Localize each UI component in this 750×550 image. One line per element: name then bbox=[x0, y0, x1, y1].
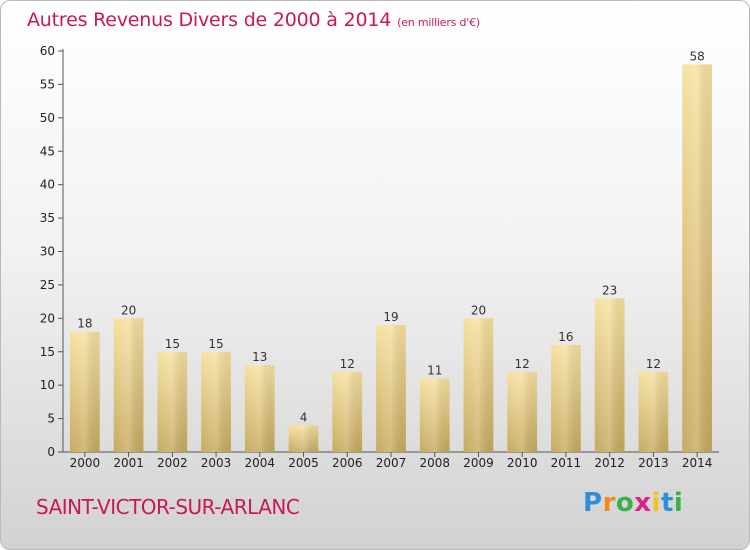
bar-sheen bbox=[288, 425, 319, 452]
bar-sheen bbox=[463, 318, 494, 452]
x-tick-label: 2006 bbox=[332, 456, 363, 470]
data-label: 12 bbox=[646, 357, 661, 371]
chart-title: Autres Revenus Divers de 2000 à 2014 (en … bbox=[27, 9, 480, 31]
bar-sheen bbox=[376, 325, 406, 452]
data-label: 23 bbox=[602, 283, 617, 297]
y-tick-label: 40 bbox=[40, 178, 55, 192]
bar-sheen bbox=[201, 351, 231, 452]
y-tick-label: 25 bbox=[40, 278, 55, 292]
x-tick-label: 2012 bbox=[594, 456, 625, 470]
x-tick-label: 2007 bbox=[376, 456, 407, 470]
data-label: 11 bbox=[427, 363, 442, 377]
bar-sheen bbox=[638, 371, 669, 452]
x-tick-label: 2004 bbox=[245, 456, 276, 470]
x-tick-label: 2011 bbox=[551, 456, 582, 470]
data-label: 20 bbox=[121, 303, 136, 317]
bar-sheen bbox=[551, 345, 581, 452]
data-label: 4 bbox=[300, 410, 308, 424]
y-tick-label: 30 bbox=[40, 245, 55, 259]
logo-letter: t bbox=[660, 488, 674, 518]
y-tick-label: 55 bbox=[40, 77, 55, 91]
x-tick-label: 2001 bbox=[113, 456, 144, 470]
data-label: 18 bbox=[77, 317, 92, 331]
data-label: 58 bbox=[689, 49, 704, 63]
bar-sheen bbox=[157, 351, 188, 452]
x-tick-label: 2000 bbox=[70, 456, 101, 470]
data-label: 20 bbox=[471, 303, 486, 317]
x-tick-label: 2014 bbox=[682, 456, 713, 470]
y-tick-label: 5 bbox=[47, 412, 55, 426]
x-tick-label: 2008 bbox=[419, 456, 450, 470]
logo-letter: i bbox=[651, 488, 661, 518]
y-tick-label: 50 bbox=[40, 111, 55, 125]
bar-sheen bbox=[69, 331, 100, 452]
x-tick-label: 2009 bbox=[463, 456, 494, 470]
logo-letter: x bbox=[634, 488, 652, 518]
data-label: 19 bbox=[383, 310, 398, 324]
bar-sheen bbox=[332, 371, 363, 452]
proxiti-logo: Proxiti bbox=[583, 488, 683, 518]
chart-title-text: Autres Revenus Divers de 2000 à 2014 bbox=[27, 9, 392, 31]
bar-sheen bbox=[682, 64, 713, 452]
y-tick-label: 60 bbox=[40, 44, 55, 58]
y-tick-label: 0 bbox=[47, 445, 55, 459]
x-tick-label: 2003 bbox=[201, 456, 232, 470]
bar-sheen bbox=[113, 318, 144, 452]
bar-sheen bbox=[594, 298, 625, 452]
data-label: 12 bbox=[515, 357, 530, 371]
data-label: 12 bbox=[340, 357, 355, 371]
x-tick-label: 2013 bbox=[638, 456, 669, 470]
bar-sheen bbox=[419, 378, 450, 452]
data-label: 15 bbox=[208, 337, 223, 351]
y-tick-label: 20 bbox=[40, 311, 55, 325]
y-tick-label: 35 bbox=[40, 211, 55, 225]
data-label: 13 bbox=[252, 350, 267, 364]
commune-name: SAINT-VICTOR-SUR-ARLANC bbox=[36, 495, 300, 519]
y-tick-label: 45 bbox=[40, 144, 55, 158]
logo-letter: P bbox=[583, 488, 603, 518]
bar-sheen bbox=[507, 371, 538, 452]
x-tick-label: 2002 bbox=[157, 456, 188, 470]
data-label: 15 bbox=[165, 337, 180, 351]
y-tick-label: 10 bbox=[40, 378, 55, 392]
bar-sheen bbox=[244, 365, 275, 452]
logo-letter: r bbox=[602, 488, 616, 518]
data-label: 16 bbox=[558, 330, 573, 344]
logo-letter: o bbox=[615, 488, 635, 518]
x-tick-label: 2010 bbox=[507, 456, 538, 470]
chart-subtitle: (en milliers d'€) bbox=[397, 16, 481, 29]
logo-letter: i bbox=[673, 488, 684, 518]
x-tick-label: 2005 bbox=[288, 456, 319, 470]
y-tick-label: 15 bbox=[40, 345, 55, 359]
